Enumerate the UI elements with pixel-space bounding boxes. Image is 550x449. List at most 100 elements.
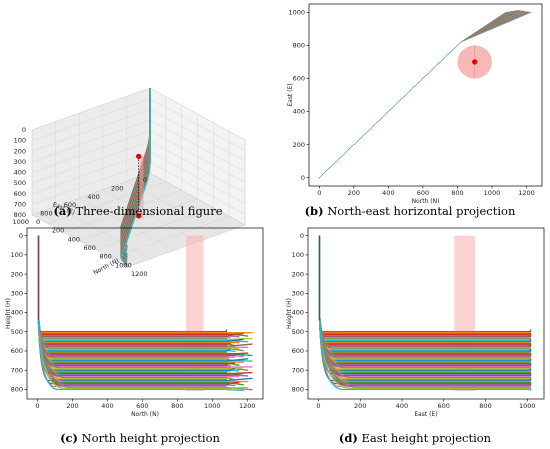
d-xtick-label: 1000 bbox=[519, 402, 536, 410]
d-ytick-label: 300 bbox=[292, 290, 304, 298]
series-line bbox=[318, 235, 531, 349]
a-ztick-label: 600 bbox=[14, 190, 26, 198]
series-line bbox=[319, 10, 519, 178]
a-xtick-label: 200 bbox=[52, 227, 64, 235]
series-line bbox=[318, 235, 532, 348]
b-ytick-label: 800 bbox=[293, 42, 305, 50]
c-xtick-label: 800 bbox=[171, 402, 183, 410]
series-line bbox=[319, 10, 516, 178]
series-line bbox=[319, 11, 512, 178]
d-xtick-label: 600 bbox=[438, 402, 450, 410]
d-xtick-label: 400 bbox=[396, 402, 408, 410]
b-xtick-label: 600 bbox=[417, 189, 429, 197]
c-xtick-label: 1000 bbox=[204, 402, 221, 410]
series-line bbox=[319, 10, 517, 178]
series-line bbox=[318, 235, 532, 338]
a-xtick-label: 1000 bbox=[115, 261, 132, 269]
series-line bbox=[319, 10, 514, 178]
d-ytick-label: 0 bbox=[300, 232, 304, 240]
a-ztick-label: 200 bbox=[14, 147, 26, 155]
series-line bbox=[319, 10, 524, 178]
b-xtick-label: 800 bbox=[451, 189, 463, 197]
a-ztick-label: 500 bbox=[14, 179, 26, 187]
b-ylabel: East (E) bbox=[287, 83, 294, 106]
series-line bbox=[319, 11, 528, 178]
c-ytick-label: 800 bbox=[11, 386, 23, 394]
series-line bbox=[319, 11, 530, 178]
series-line bbox=[319, 11, 513, 178]
series-line bbox=[319, 11, 531, 178]
series-line bbox=[319, 11, 530, 178]
b-xtick-label: 200 bbox=[348, 189, 360, 197]
c-axes-frame bbox=[26, 227, 264, 400]
d-xtick-label: 200 bbox=[354, 402, 366, 410]
target-point-top bbox=[136, 153, 142, 159]
c-xtick-label: 400 bbox=[101, 402, 113, 410]
series-line bbox=[319, 11, 513, 178]
series-line bbox=[319, 11, 507, 178]
series-line bbox=[319, 12, 532, 178]
series-line bbox=[319, 10, 522, 178]
series-line bbox=[319, 10, 523, 178]
caption-c-letter: (c) bbox=[60, 431, 78, 445]
series-line bbox=[318, 235, 532, 342]
panel-d-east-height: 0 200 400 600 800 1000 0 100 200 300 400 500 600 700 8… bbox=[286, 227, 545, 418]
a-xtick-label: 400 bbox=[68, 235, 80, 243]
series-line bbox=[319, 10, 514, 178]
series-line bbox=[319, 10, 517, 178]
series-line bbox=[319, 11, 529, 178]
series-line bbox=[319, 10, 520, 178]
caption-b: (b) North-east horizontal projection bbox=[305, 204, 516, 218]
d-ytick-label: 100 bbox=[292, 251, 304, 259]
series-line bbox=[319, 11, 527, 178]
series-line bbox=[319, 11, 510, 178]
a-ytick-label: 600 bbox=[64, 201, 76, 209]
d-ytick-label: 600 bbox=[292, 347, 304, 355]
series-line bbox=[319, 11, 511, 178]
series-line bbox=[319, 10, 513, 178]
series-line bbox=[319, 10, 515, 178]
series-line bbox=[319, 11, 509, 178]
series-line bbox=[319, 11, 507, 178]
a-ytick-label: 800 bbox=[40, 210, 52, 218]
series-line bbox=[319, 10, 524, 178]
series-line bbox=[318, 235, 532, 343]
b-xlabel: North (N) bbox=[412, 198, 440, 205]
series-line bbox=[319, 10, 522, 178]
series-line bbox=[318, 235, 532, 337]
a-xtick-label: 1200 bbox=[131, 270, 148, 278]
c-ytick-label: 200 bbox=[11, 270, 23, 278]
a-xtick-label: 0 bbox=[36, 218, 40, 226]
c-xlabel: North (N) bbox=[131, 411, 159, 418]
b-ytick-label: 600 bbox=[293, 75, 305, 83]
panel-a-3d-chart: 0100200300400500600700800020040060080010… bbox=[12, 87, 246, 278]
caption-c-text: North height projection bbox=[82, 431, 221, 445]
series-line bbox=[319, 10, 525, 178]
b-xtick-label: 400 bbox=[382, 189, 394, 197]
d-xtick-label: 800 bbox=[479, 402, 491, 410]
c-xtick-label: 200 bbox=[66, 402, 78, 410]
b-xtick-label: 1200 bbox=[518, 189, 535, 197]
a-ztick-label: 0 bbox=[22, 126, 26, 134]
a-ytick-label: 200 bbox=[111, 184, 123, 192]
series-line bbox=[319, 10, 523, 178]
target-point-bottom bbox=[136, 213, 142, 219]
d-xtick-label: 0 bbox=[316, 402, 320, 410]
d-ytick-label: 800 bbox=[292, 386, 304, 394]
series-line bbox=[318, 235, 532, 391]
series-line bbox=[318, 235, 532, 336]
d-ytick-label: 400 bbox=[292, 309, 304, 317]
series-line bbox=[318, 235, 531, 339]
a-ztick-label: 700 bbox=[14, 200, 26, 208]
c-xtick-label: 1200 bbox=[239, 402, 256, 410]
b-ytick-label: 1000 bbox=[288, 8, 305, 16]
a-ztick-label: 400 bbox=[14, 169, 26, 177]
caption-b-letter: (b) bbox=[305, 204, 324, 218]
b-ytick-label: 400 bbox=[293, 108, 305, 116]
b-axes-frame bbox=[308, 3, 543, 187]
b-xtick-label: 1000 bbox=[484, 189, 501, 197]
series-line bbox=[37, 235, 244, 392]
c-ytick-label: 100 bbox=[11, 251, 23, 259]
series-line bbox=[318, 235, 532, 333]
c-xtick-label: 600 bbox=[136, 402, 148, 410]
